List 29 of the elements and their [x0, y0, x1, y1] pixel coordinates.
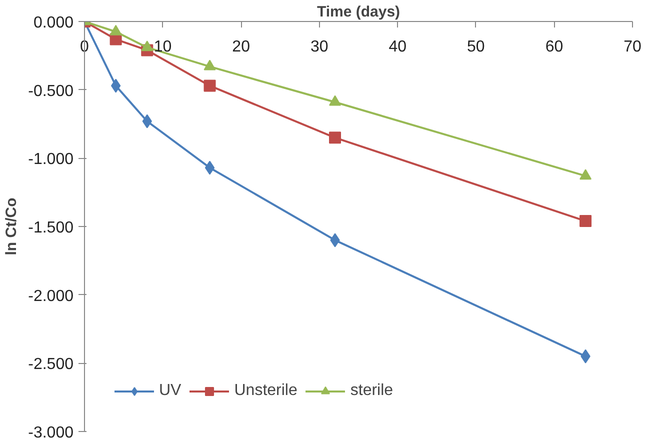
- point: [204, 80, 216, 92]
- y-tick-label: -0.500: [28, 82, 74, 100]
- point: [580, 169, 592, 180]
- point: [110, 24, 122, 36]
- point: [580, 215, 592, 228]
- y-axis-title: ln Ct/Co: [3, 198, 20, 256]
- y-tick-label: -3.000: [28, 424, 74, 442]
- legend-label: Unsterile: [234, 382, 298, 400]
- y-tick-label: -1.500: [28, 220, 74, 236]
- point: [329, 132, 342, 144]
- x-tick-label: 20: [232, 38, 250, 56]
- y-tick-label: -2.000: [28, 288, 74, 305]
- point: [204, 160, 215, 175]
- legend-label: sterile: [350, 382, 394, 400]
- x-tick-label: 30: [310, 38, 328, 56]
- x-tick-label: 40: [388, 38, 407, 56]
- x-tick-label: 70: [624, 38, 642, 56]
- y-tick-label: 0.000: [33, 14, 74, 32]
- x-tick-label: 60: [545, 38, 564, 56]
- x-tick-label: 50: [467, 38, 485, 56]
- y-tick-label: -1.000: [28, 151, 74, 168]
- point: [110, 78, 121, 93]
- point: [329, 95, 342, 106]
- y-tick-label: -2.500: [28, 356, 74, 374]
- x-axis-title: Time (days): [316, 4, 400, 20]
- point: [204, 60, 216, 70]
- legend-label: UV: [159, 382, 182, 400]
- x-tick-label: 10: [154, 38, 172, 56]
- point: [141, 40, 154, 52]
